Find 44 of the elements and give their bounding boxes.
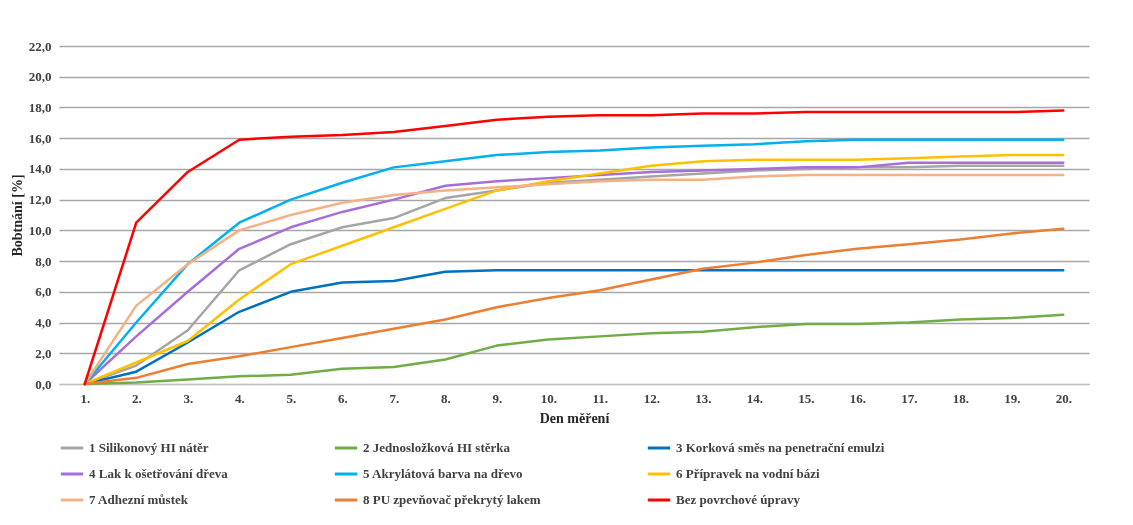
x-tick-label: 10. (540, 390, 557, 406)
x-tick-label: 4. (234, 390, 245, 406)
y-tick-label: 0,0 (35, 376, 52, 392)
y-tick-label: 2,0 (35, 345, 52, 361)
legend-label: 6 Přípravek na vodní bázi (676, 466, 821, 481)
y-tick-label: 10,0 (28, 222, 52, 238)
x-tick-label: 12. (643, 390, 660, 406)
x-tick-label: 18. (952, 390, 969, 406)
y-tick-label: 18,0 (28, 99, 52, 115)
legend-label: 8 PU zpevňovač překrytý lakem (363, 492, 541, 507)
legend-label: Bez povrchové úpravy (676, 492, 801, 507)
y-axis-title: Bobtnání [%] (9, 174, 25, 257)
legend-label: 4 Lak k ošetřování dřeva (89, 466, 229, 481)
y-tick-label: 20,0 (28, 69, 52, 85)
x-tick-label: 17. (901, 390, 918, 406)
x-tick-label: 16. (849, 390, 866, 406)
x-tick-label: 7. (389, 390, 400, 406)
legend-label: 5 Akrylátová barva na dřevo (363, 466, 523, 481)
x-tick-label: 5. (286, 390, 297, 406)
x-tick-label: 20. (1055, 390, 1072, 406)
y-tick-label: 16,0 (28, 130, 52, 146)
x-tick-label: 1. (80, 390, 91, 406)
legend-label: 7 Adhezní můstek (89, 492, 189, 507)
x-tick-label: 13. (695, 390, 712, 406)
x-tick-label: 9. (492, 390, 503, 406)
x-tick-label: 19. (1004, 390, 1021, 406)
line-series (83, 227, 1065, 386)
x-tick-label: 8. (440, 390, 451, 406)
x-tick-label: 3. (183, 390, 194, 406)
y-tick-label: 4,0 (35, 315, 52, 331)
x-tick-label: 14. (746, 390, 763, 406)
y-tick-label: 14,0 (28, 161, 52, 177)
legend-label: 2 Jednosložková HI stěrka (363, 440, 511, 455)
y-tick-label: 12,0 (28, 192, 52, 208)
x-tick-label: 2. (131, 390, 142, 406)
x-tick-label: 15. (798, 390, 815, 406)
y-tick-label: 6,0 (35, 284, 52, 300)
y-tick-label: 8,0 (35, 253, 52, 269)
x-tick-label: 11. (592, 390, 609, 406)
x-tick-label: 6. (337, 390, 348, 406)
legend-label: 1 Silikonový HI nátěr (89, 440, 209, 455)
legend-label: 3 Korková směs na penetrační emulzi (676, 440, 885, 455)
y-tick-label: 22,0 (28, 38, 52, 54)
x-axis-title: Den měření (539, 410, 611, 426)
